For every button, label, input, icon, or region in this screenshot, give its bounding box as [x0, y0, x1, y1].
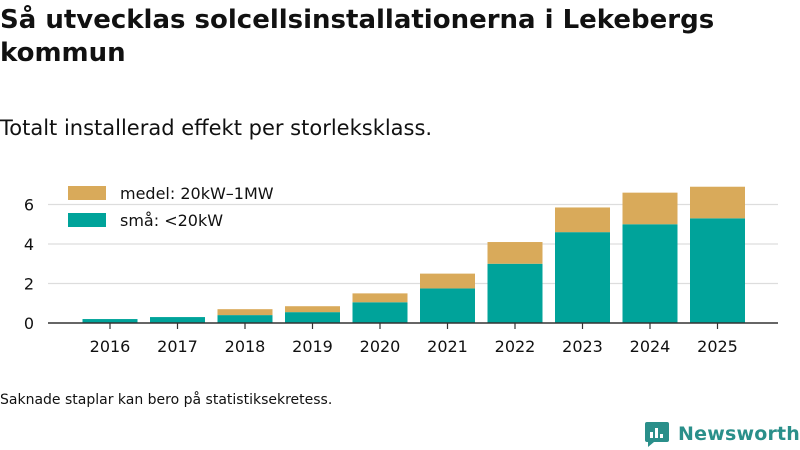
legend-swatch-sma — [68, 213, 106, 227]
y-tick-label: 4 — [24, 235, 34, 254]
x-tick-label: 2022 — [495, 337, 536, 356]
bar-sma-2016 — [82, 319, 138, 323]
bar-sma-2018 — [217, 315, 273, 323]
bar-sma-2022 — [487, 263, 543, 323]
x-tick-label: 2023 — [562, 337, 603, 356]
brand-name: Newsworthy — [678, 423, 800, 445]
brand-logo[interactable]: Newsworthy — [644, 420, 800, 448]
newsworthy-logo-icon — [645, 422, 669, 447]
bar-sma-2025 — [690, 218, 745, 323]
legend: medel: 20kW–1MW små: <20kW — [68, 184, 274, 230]
chart-subtitle: Totalt installerad effekt per storlekskl… — [0, 116, 433, 140]
x-tick-label: 2016 — [90, 337, 131, 356]
x-tick-label: 2018 — [225, 337, 266, 356]
x-tick-label: 2024 — [630, 337, 671, 356]
bar-sma-2024 — [622, 224, 678, 323]
bar-sma-2020 — [352, 302, 408, 323]
bar-medel-2018 — [217, 309, 273, 316]
bar-medel-2020 — [352, 293, 408, 303]
stacked-bar-chart: 0 2 4 6 2016 2017 2018 2019 2020 2021 2022 2023 2024… — [24, 184, 778, 356]
bar-medel-2024 — [622, 192, 678, 225]
bar-medel-2021 — [420, 273, 475, 289]
x-tick-label: 2025 — [697, 337, 738, 356]
legend-swatch-medel — [68, 186, 106, 200]
y-tick-label: 0 — [24, 314, 34, 333]
bar-medel-2023 — [555, 207, 610, 233]
axes: 0 2 4 6 2016 2017 2018 2019 2020 2021 2022 2023 2024… — [24, 196, 778, 356]
chart-title: Så utvecklas solcellsinstallationerna i … — [0, 5, 715, 68]
legend-label-sma: små: <20kW — [120, 211, 223, 230]
x-tick-label: 2020 — [360, 337, 401, 356]
x-tick-label: 2021 — [427, 337, 468, 356]
y-tick-label: 6 — [24, 196, 34, 215]
x-tick-label: 2019 — [292, 337, 333, 356]
y-tick-label: 2 — [24, 275, 34, 294]
bar-sma-2017 — [150, 317, 205, 323]
bar-sma-2021 — [420, 288, 475, 323]
bar-medel-2019 — [285, 306, 340, 313]
x-tick-label: 2017 — [157, 337, 198, 356]
bar-sma-2023 — [555, 232, 610, 323]
bars — [82, 186, 745, 323]
footnote: Saknade staplar kan bero på statistiksek… — [0, 392, 333, 408]
bar-sma-2019 — [285, 312, 340, 323]
bar-medel-2022 — [487, 242, 543, 264]
legend-label-medel: medel: 20kW–1MW — [120, 184, 274, 203]
bar-medel-2025 — [690, 186, 745, 219]
